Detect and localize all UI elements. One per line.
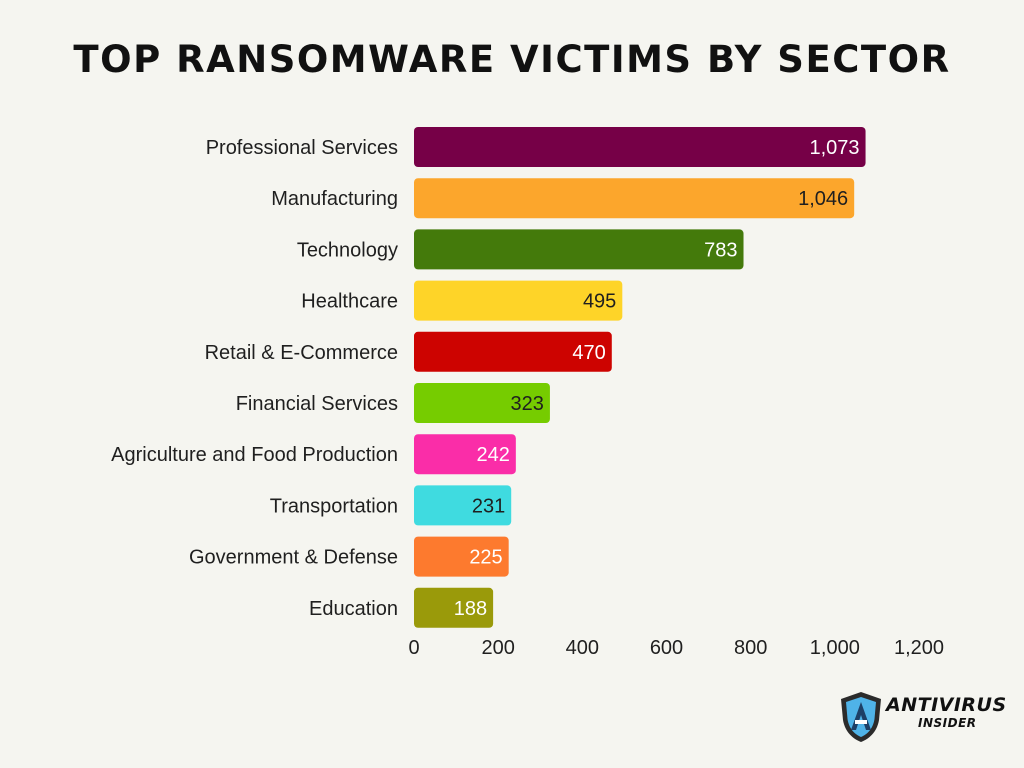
data-label: 783 [704, 239, 737, 261]
category-label: Technology [297, 239, 398, 261]
data-label: 225 [469, 547, 502, 569]
x-tick-label: 400 [566, 637, 599, 659]
category-label: Manufacturing [271, 188, 398, 210]
bar [414, 229, 744, 270]
x-tick-label: 1,000 [810, 637, 860, 659]
x-tick-label: 1,200 [894, 637, 944, 659]
category-label: Education [309, 598, 398, 620]
category-label: Government & Defense [189, 547, 398, 569]
data-label: 495 [583, 291, 616, 313]
category-label: Agriculture and Food Production [111, 444, 398, 466]
bar [414, 485, 512, 526]
category-label: Transportation [270, 495, 398, 517]
bar [414, 536, 509, 577]
bar [414, 383, 550, 423]
x-tick-label: 800 [734, 637, 767, 659]
bar [414, 587, 494, 628]
x-tick-label: 200 [481, 637, 514, 659]
data-label: 242 [476, 444, 509, 466]
data-label: 323 [511, 393, 544, 415]
data-label: 231 [472, 495, 505, 517]
bar [414, 178, 855, 219]
brand-name-line1: ANTIVIRUS [886, 694, 1007, 716]
data-label: 188 [454, 598, 487, 620]
chart-title: TOP RANSOMWARE VICTIMS BY SECTOR [73, 38, 951, 81]
brand-name-line2: INSIDER [918, 716, 977, 730]
category-label: Financial Services [236, 393, 398, 415]
x-tick-label: 600 [650, 637, 683, 659]
bar [414, 331, 612, 372]
bar [414, 280, 623, 321]
data-label: 1,073 [809, 137, 859, 159]
shield-icon [841, 692, 881, 742]
category-label: Professional Services [206, 137, 398, 159]
category-label: Retail & E-Commerce [205, 342, 398, 364]
bar [414, 434, 516, 475]
data-label: 1,046 [798, 188, 848, 210]
category-label: Healthcare [301, 291, 398, 313]
x-tick-label: 0 [408, 637, 419, 659]
brand-logo: ANTIVIRUS INSIDER [838, 690, 1006, 744]
bar [414, 127, 866, 167]
data-label: 470 [572, 342, 605, 364]
